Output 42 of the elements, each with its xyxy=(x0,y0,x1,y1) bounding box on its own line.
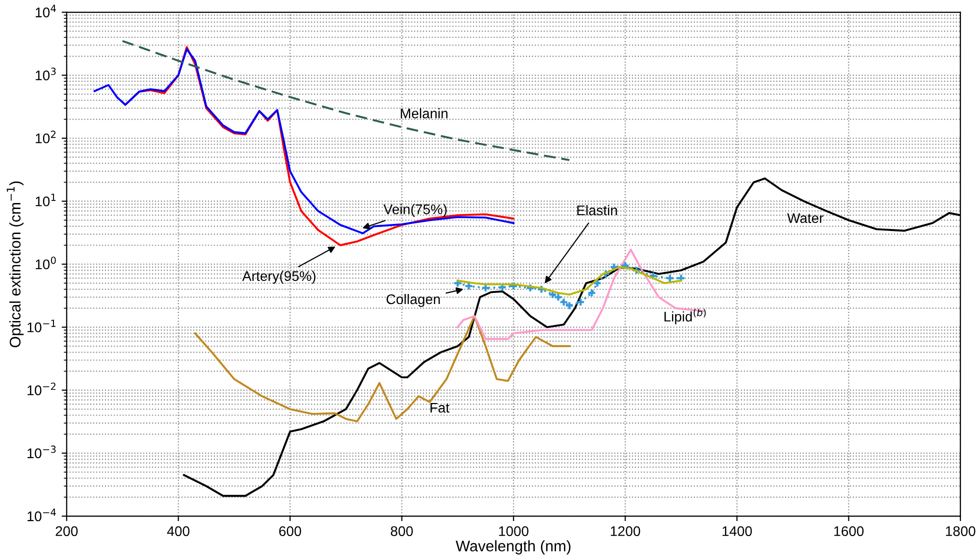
point xyxy=(559,298,568,307)
x-tick-label: 1400 xyxy=(722,526,752,536)
annotation: Artery(95%) xyxy=(242,270,316,284)
point xyxy=(564,301,574,310)
annotation: Lipid$^{(b)}$ xyxy=(664,308,706,324)
x-tick-label: 1000 xyxy=(499,526,528,536)
annotation: Elastin xyxy=(577,205,617,216)
annotation: Fat xyxy=(430,402,450,413)
point xyxy=(536,284,546,294)
line-series xyxy=(456,248,704,340)
y-tick-label: 10$^{−4}$ xyxy=(28,508,56,522)
point xyxy=(554,292,563,302)
x-axis-title: Wavelength (nm) xyxy=(456,540,570,554)
y-tick-label: 10$^{−1}$ xyxy=(28,320,56,332)
x-tick-label: 1800 xyxy=(946,526,976,536)
x-tick-label: 600 xyxy=(279,526,302,536)
annotation: Melanin xyxy=(400,108,448,118)
annotation: Collagen xyxy=(386,294,440,307)
point xyxy=(632,266,641,275)
y-tick-label: 10$^{4}$ xyxy=(36,4,56,18)
annotation: Water xyxy=(787,213,824,224)
y-tick-label: 10$^{1}$ xyxy=(36,194,56,206)
x-tick-label: 200 xyxy=(56,526,78,536)
y-tick-label: 10$^{0}$ xyxy=(36,256,56,270)
y-tick-label: 10$^{2}$ xyxy=(36,130,56,144)
point xyxy=(576,298,586,307)
y-tick-label: 10$^{−2}$ xyxy=(28,382,56,396)
x-tick-label: 1200 xyxy=(610,526,640,536)
y-axis-title: Optical extinction (cm$^{−1}$) xyxy=(6,182,24,348)
point xyxy=(648,271,658,281)
line-series xyxy=(122,40,570,162)
x-tick-label: 1600 xyxy=(834,526,864,536)
annotation: Vein(75%) xyxy=(383,204,447,217)
point xyxy=(592,278,602,288)
x-tick-label: 400 xyxy=(167,526,190,536)
line-series xyxy=(456,266,682,296)
y-tick-label: 10$^{−3}$ xyxy=(28,446,56,458)
x-tick-label: 800 xyxy=(390,526,413,536)
line-series xyxy=(194,315,570,422)
point xyxy=(620,261,630,270)
y-tick-label: 10$^{3}$ xyxy=(36,68,56,80)
point xyxy=(453,278,462,288)
